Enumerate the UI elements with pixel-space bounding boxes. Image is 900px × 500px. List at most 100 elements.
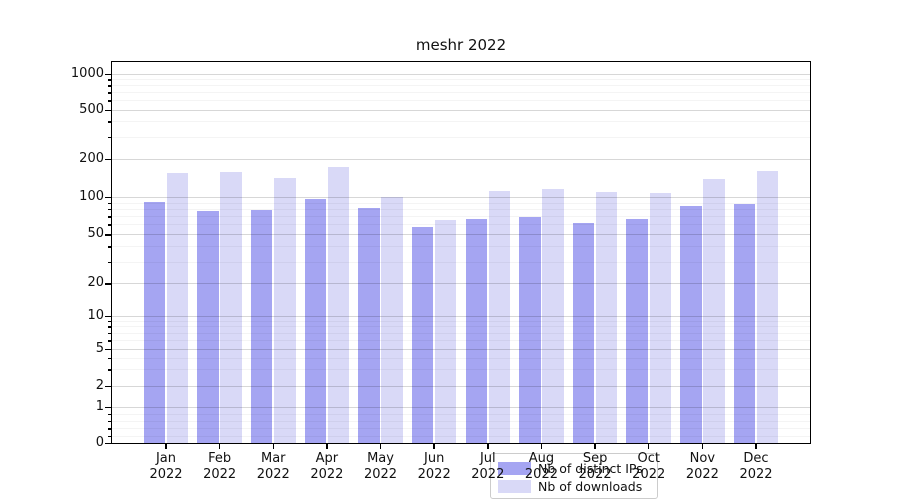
chart-title: meshr 2022	[415, 36, 507, 54]
x-tick-label-apr: Apr 2022	[310, 451, 344, 482]
y-tick-mark-minor	[108, 320, 112, 323]
bar-downloads-may	[381, 197, 403, 443]
bar-ips-jan	[143, 201, 166, 443]
y-tick-label: 500	[79, 101, 104, 117]
gridline-major	[112, 315, 810, 317]
x-tick-mark	[165, 443, 167, 449]
y-tick-mark-minor	[108, 224, 112, 226]
y-tick-mark-minor	[108, 209, 112, 211]
gridline-minor	[112, 435, 810, 437]
y-tick-mark-minor	[108, 428, 112, 430]
x-tick-label-feb: Feb 2022	[203, 451, 237, 482]
x-tick-mark	[326, 443, 328, 449]
y-tick-mark	[104, 443, 112, 445]
y-tick-mark-minor	[108, 136, 112, 139]
gridline-major	[112, 158, 810, 160]
bar-ips-mar	[250, 209, 273, 443]
gridline-minor	[112, 421, 810, 423]
grid-layer	[112, 62, 810, 443]
gridline-minor	[112, 216, 810, 218]
x-tick-mark	[648, 443, 650, 449]
gridline-minor	[112, 136, 810, 138]
y-tick-label: 0	[95, 435, 104, 450]
gridline-minor	[112, 85, 810, 87]
gridline-minor	[112, 340, 810, 342]
x-tick-mark	[272, 443, 274, 449]
gridline-major	[112, 283, 810, 285]
gridline-minor	[112, 369, 810, 371]
y-tick-mark-minor	[108, 85, 112, 87]
y-tick-mark	[104, 385, 112, 387]
gridline-major	[112, 234, 810, 236]
gridline-minor	[112, 202, 810, 204]
y-tick-label: 2	[95, 377, 104, 393]
y-tick-mark-minor	[108, 357, 112, 360]
x-tick-mark	[594, 443, 596, 449]
x-tick-label-sep: Sep 2022	[578, 451, 612, 482]
y-tick-mark	[104, 74, 112, 76]
gridline-minor	[112, 246, 810, 248]
legend-label-distinct-ips: Nb of distinct IPs	[538, 460, 643, 476]
legend: Nb of distinct IPs Nb of downloads	[490, 453, 658, 499]
x-tick-mark	[755, 443, 757, 449]
y-tick-mark	[104, 158, 112, 160]
y-tick-mark-minor	[108, 421, 112, 423]
legend-item-downloads: Nb of downloads	[498, 477, 650, 495]
y-tick-label: 100	[79, 189, 104, 204]
y-tick-mark	[104, 109, 112, 111]
bar-ips-jul	[465, 219, 488, 443]
gridline-minor	[112, 326, 810, 328]
gridline-minor	[112, 79, 810, 81]
x-tick-label-aug: Aug 2022	[524, 451, 558, 482]
x-tick-label-jan: Jan 2022	[149, 451, 183, 482]
bar-ips-sep	[572, 222, 595, 443]
gridline-minor	[112, 428, 810, 430]
bar-downloads-jan	[166, 173, 189, 443]
y-tick-mark	[104, 349, 112, 351]
y-tick-mark-minor	[108, 216, 112, 218]
bar-downloads-feb	[220, 172, 242, 443]
y-tick-mark-minor	[108, 326, 112, 328]
bar-downloads-aug	[542, 189, 564, 443]
bar-ips-aug	[519, 216, 541, 443]
y-tick-mark	[104, 406, 112, 408]
bar-ips-feb	[197, 211, 219, 443]
y-tick-label: 200	[79, 150, 104, 166]
x-tick-label-jun: Jun 2022	[417, 451, 451, 482]
bar-downloads-jun	[434, 220, 457, 443]
bar-ips-may	[358, 208, 380, 443]
y-tick-label: 1	[95, 398, 104, 414]
y-tick-mark-minor	[108, 435, 112, 438]
x-tick-mark	[540, 443, 543, 449]
bar-downloads-oct	[649, 192, 672, 443]
gridline-major	[112, 406, 810, 408]
gridline-major	[112, 349, 810, 350]
gridline-minor	[112, 92, 810, 94]
bars-layer	[112, 62, 810, 443]
gridline-minor	[112, 320, 810, 322]
bar-ips-dec	[733, 203, 756, 443]
bar-downloads-mar	[274, 177, 296, 443]
bar-downloads-sep	[595, 192, 618, 443]
legend-item-distinct-ips: Nb of distinct IPs	[498, 459, 650, 477]
bar-ips-jun	[411, 227, 434, 443]
legend-swatch-downloads	[498, 479, 531, 493]
bar-ips-apr	[304, 199, 327, 443]
gridline-minor	[112, 261, 810, 263]
y-tick-mark-minor	[108, 79, 112, 81]
y-tick-mark-minor	[108, 121, 112, 123]
y-tick-label: 20	[87, 275, 104, 291]
x-tick-mark	[487, 443, 489, 449]
y-tick-mark-minor	[108, 202, 112, 205]
x-tick-mark	[433, 443, 435, 449]
x-tick-label-dec: Dec 2022	[739, 451, 773, 482]
y-tick-mark-minor	[108, 100, 112, 102]
x-tick-label-jul: Jul 2022	[471, 451, 505, 482]
y-tick-mark-minor	[108, 413, 112, 416]
x-tick-label-nov: Nov 2022	[685, 451, 719, 482]
gridline-minor	[112, 100, 810, 102]
y-tick-label: 10	[87, 307, 104, 323]
x-tick-label-mar: Mar 2022	[256, 451, 290, 482]
y-tick-mark-minor	[108, 332, 112, 335]
gridline-minor	[112, 121, 810, 123]
